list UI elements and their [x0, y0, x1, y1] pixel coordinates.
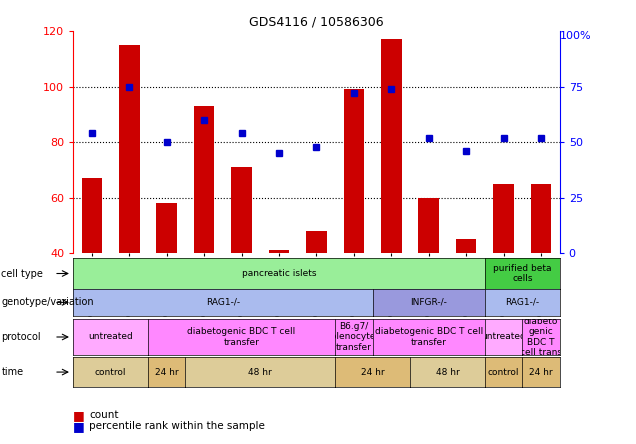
- Bar: [268, 250, 289, 253]
- Bar: [343, 89, 364, 253]
- Text: diabetogenic BDC T cell
transfer: diabetogenic BDC T cell transfer: [188, 327, 296, 347]
- Text: 100%: 100%: [560, 31, 591, 41]
- Text: untreated: untreated: [88, 333, 133, 341]
- Text: time: time: [1, 367, 24, 377]
- Text: 24 hr: 24 hr: [155, 368, 179, 377]
- Text: purified beta
cells: purified beta cells: [493, 264, 551, 283]
- Text: INFGR-/-: INFGR-/-: [410, 298, 447, 307]
- Bar: [494, 184, 514, 253]
- Text: untreated: untreated: [481, 333, 526, 341]
- Bar: [156, 203, 177, 253]
- Text: 24 hr: 24 hr: [529, 368, 553, 377]
- Text: ■: ■: [73, 408, 85, 422]
- Text: control: control: [95, 368, 127, 377]
- Text: B6.g7/
splenocytes
transfer: B6.g7/ splenocytes transfer: [327, 322, 381, 352]
- Bar: [381, 40, 401, 253]
- Text: percentile rank within the sample: percentile rank within the sample: [89, 421, 265, 431]
- Text: 48 hr: 48 hr: [249, 368, 272, 377]
- Text: ■: ■: [73, 420, 85, 433]
- Text: 24 hr: 24 hr: [361, 368, 384, 377]
- Text: cell type: cell type: [1, 269, 43, 278]
- Text: diabetogenic BDC T cell
transfer: diabetogenic BDC T cell transfer: [375, 327, 483, 347]
- Bar: [81, 178, 102, 253]
- Text: 48 hr: 48 hr: [436, 368, 459, 377]
- Text: count: count: [89, 410, 118, 420]
- Text: RAG1-/-: RAG1-/-: [206, 298, 240, 307]
- Text: protocol: protocol: [1, 332, 41, 342]
- Bar: [306, 231, 327, 253]
- Text: genotype/variation: genotype/variation: [1, 297, 94, 307]
- Text: diabeto
genic
BDC T
cell trans: diabeto genic BDC T cell trans: [520, 317, 562, 357]
- Text: pancreatic islets: pancreatic islets: [242, 269, 316, 278]
- Bar: [119, 45, 139, 253]
- Bar: [194, 106, 214, 253]
- Bar: [456, 239, 476, 253]
- Text: RAG1-/-: RAG1-/-: [505, 298, 539, 307]
- Text: control: control: [488, 368, 519, 377]
- Title: GDS4116 / 10586306: GDS4116 / 10586306: [249, 16, 384, 28]
- Bar: [530, 184, 551, 253]
- Bar: [418, 198, 439, 253]
- Bar: [232, 167, 252, 253]
